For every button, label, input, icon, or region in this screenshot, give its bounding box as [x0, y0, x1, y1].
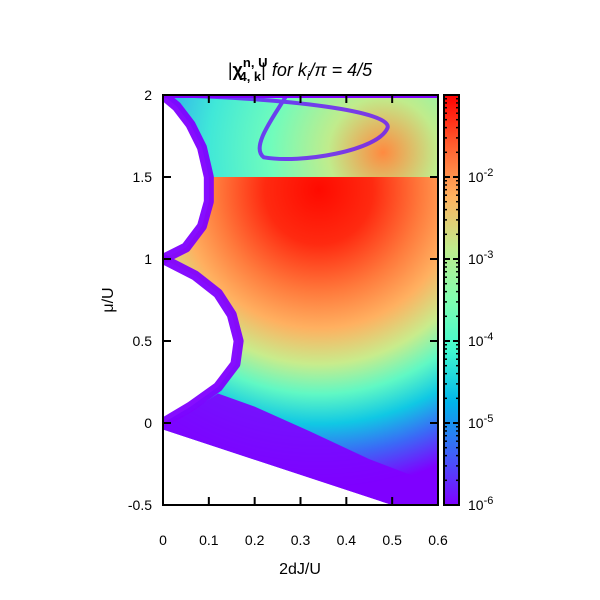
y-tick-label: 2 [144, 87, 152, 103]
title-bar-open: | [228, 60, 233, 80]
colorbar-tick-base: 10 [468, 333, 484, 349]
y-tick-label: -0.5 [128, 497, 152, 513]
colorbar-tick-base: 10 [468, 251, 484, 267]
y-axis: -0.5 0 0.5 1 1.5 2 [128, 87, 438, 513]
title-chi: χ [233, 60, 244, 80]
colorbar: 10-610-510-410-310-2 [443, 94, 493, 513]
colorbar-tick-label: 10-6 [468, 495, 493, 513]
boundary-lobe-1 [163, 254, 244, 428]
region-lower-wedge [163, 393, 438, 505]
colorbar-bar [443, 94, 460, 506]
x-tick-label: 0.3 [291, 532, 311, 548]
x-tick-label: 0 [159, 532, 167, 548]
chart-title: |χn, U 4, k| for ki/π = 4/5 [228, 55, 373, 84]
colorbar-tick-base: 10 [468, 169, 484, 185]
x-tick-label: 0.6 [428, 532, 448, 548]
colorbar-tick-label: 10-3 [468, 249, 493, 267]
heatmap-regions [163, 95, 438, 505]
y-axis-title: μ/U [100, 287, 117, 312]
colorbar-tick-label: 10-5 [468, 413, 493, 431]
colorbar-tick-exp: -4 [484, 331, 494, 343]
y-tick-label: 1.5 [133, 169, 153, 185]
colorbar-tick-exp: -3 [484, 249, 494, 261]
x-tick-label: 0.1 [199, 532, 219, 548]
colorbar-tick-exp: -2 [484, 167, 494, 179]
y-tick-label: 0.5 [133, 333, 153, 349]
title-tail: /π = 4/5 [308, 60, 374, 80]
y-tick-label: 0 [144, 415, 152, 431]
boundary-lobe-2 [163, 95, 214, 264]
x-tick-label: 0.4 [337, 532, 357, 548]
x-axis-title: 2dJ/U [279, 561, 321, 578]
colorbar-tick-exp: -6 [484, 495, 494, 507]
colorbar-tick-label: 10-2 [468, 167, 493, 185]
x-axis: 0 0.1 0.2 0.3 0.4 0.5 0.6 [159, 95, 448, 548]
colorbar-tick-base: 10 [468, 415, 484, 431]
x-tick-label: 0.5 [382, 532, 402, 548]
title-bar-close: | [261, 60, 266, 80]
title-mid: for k [272, 60, 308, 80]
y-tick-label: 1 [144, 251, 152, 267]
title-sup: n, U [243, 55, 268, 70]
title-sub: 4, k [239, 69, 261, 84]
heatmap [163, 95, 438, 505]
colorbar-tick-label: 10-4 [468, 331, 493, 349]
colorbar-tick-exp: -5 [484, 413, 494, 425]
x-tick-label: 0.2 [245, 532, 265, 548]
title-sub2: i [307, 69, 310, 83]
upper-arc [163, 95, 390, 162]
colorbar-tick-base: 10 [468, 497, 484, 513]
